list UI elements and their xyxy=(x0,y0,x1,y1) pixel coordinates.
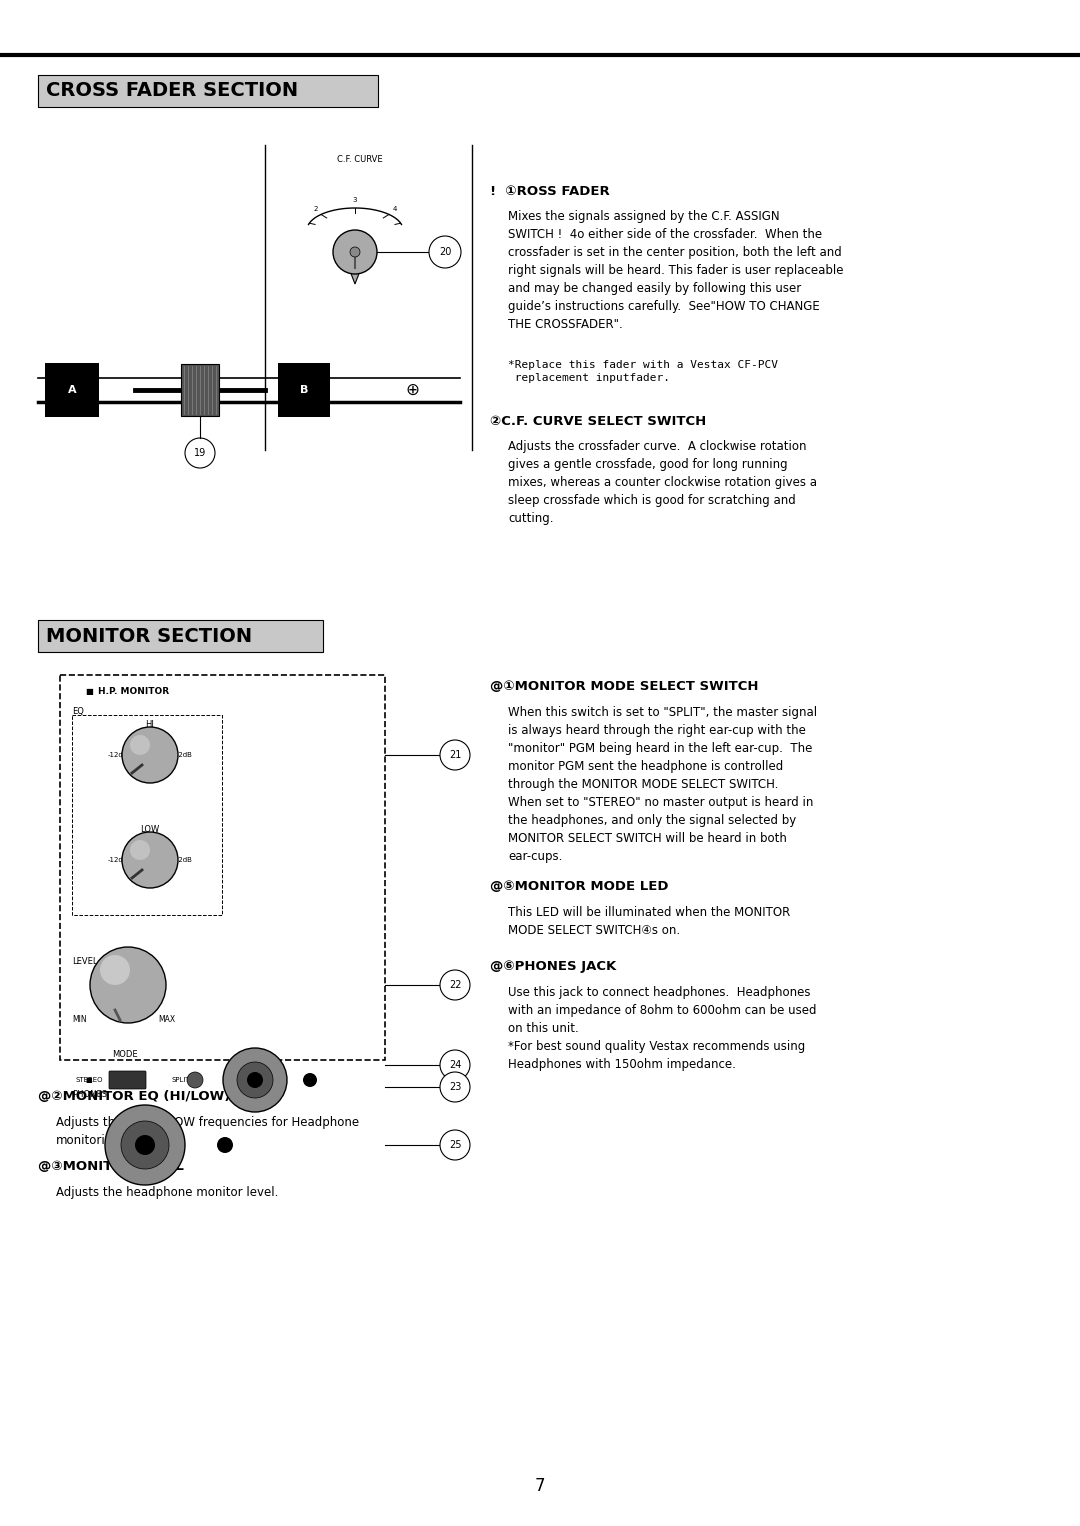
Text: MAX: MAX xyxy=(158,1015,175,1024)
Text: MIN: MIN xyxy=(72,1015,86,1024)
Circle shape xyxy=(135,1135,156,1155)
Text: 20: 20 xyxy=(438,247,451,256)
Text: Adjusts the HI and LOW frequencies for Headphone
monitoring.: Adjusts the HI and LOW frequencies for H… xyxy=(56,1116,360,1148)
Circle shape xyxy=(440,1071,470,1102)
Text: EQ: EQ xyxy=(72,707,84,716)
Text: ■: ■ xyxy=(85,687,93,696)
Text: A: A xyxy=(68,385,77,395)
Circle shape xyxy=(185,438,215,468)
Text: ⊕: ⊕ xyxy=(405,382,419,398)
Circle shape xyxy=(333,230,377,275)
Text: -12dB: -12dB xyxy=(108,752,129,758)
Text: +12dB: +12dB xyxy=(168,858,192,864)
Circle shape xyxy=(222,1048,287,1112)
Text: ②C.F. CURVE SELECT SWITCH: ②C.F. CURVE SELECT SWITCH xyxy=(490,415,706,427)
Text: LEVEL: LEVEL xyxy=(72,957,97,966)
Circle shape xyxy=(237,1062,273,1099)
Circle shape xyxy=(121,1122,168,1169)
Circle shape xyxy=(105,1105,185,1186)
FancyBboxPatch shape xyxy=(181,365,219,417)
Circle shape xyxy=(350,247,360,256)
Circle shape xyxy=(130,736,150,755)
Text: @②MONITOR EQ (HI/LOW): @②MONITOR EQ (HI/LOW) xyxy=(38,1090,230,1103)
Circle shape xyxy=(440,971,470,1000)
FancyBboxPatch shape xyxy=(60,674,384,1061)
Text: -12dB: -12dB xyxy=(108,858,129,864)
Text: CROSS FADER SECTION: CROSS FADER SECTION xyxy=(46,81,298,101)
Text: 7: 7 xyxy=(535,1477,545,1495)
Text: Mixes the signals assigned by the C.F. ASSIGN
SWITCH !  4o either side of the cr: Mixes the signals assigned by the C.F. A… xyxy=(508,211,843,331)
Text: 2: 2 xyxy=(313,206,318,212)
Text: *Replace this fader with a Vestax CF-PCV
 replacement inputfader.: *Replace this fader with a Vestax CF-PCV… xyxy=(508,360,778,383)
Text: PHONES: PHONES xyxy=(72,1090,107,1099)
Circle shape xyxy=(303,1073,318,1087)
FancyBboxPatch shape xyxy=(109,1071,146,1090)
Text: 21: 21 xyxy=(449,749,461,760)
Text: @⑥PHONES JACK: @⑥PHONES JACK xyxy=(490,960,617,974)
Text: !  ①ROSS FADER: ! ①ROSS FADER xyxy=(490,185,610,198)
Text: 25: 25 xyxy=(449,1140,461,1151)
Text: Use this jack to connect headphones.  Headphones
with an impedance of 8ohm to 60: Use this jack to connect headphones. Hea… xyxy=(508,986,816,1071)
Text: C.F. CURVE: C.F. CURVE xyxy=(337,156,382,163)
Text: 22: 22 xyxy=(449,980,461,990)
Circle shape xyxy=(122,832,178,888)
Text: Adjusts the headphone monitor level.: Adjusts the headphone monitor level. xyxy=(56,1186,279,1199)
Text: 24: 24 xyxy=(449,1061,461,1070)
Text: STEREO: STEREO xyxy=(75,1077,103,1083)
Text: 3: 3 xyxy=(353,197,357,203)
Text: Adjusts the crossfader curve.  A clockwise rotation
gives a gentle crossfade, go: Adjusts the crossfader curve. A clockwis… xyxy=(508,439,816,525)
Text: 4: 4 xyxy=(392,206,396,212)
Text: When this switch is set to "SPLIT", the master signal
is always heard through th: When this switch is set to "SPLIT", the … xyxy=(508,707,818,864)
FancyBboxPatch shape xyxy=(38,75,378,107)
Text: This LED will be illuminated when the MONITOR
MODE SELECT SWITCH④s on.: This LED will be illuminated when the MO… xyxy=(508,906,791,937)
Polygon shape xyxy=(350,272,360,284)
Circle shape xyxy=(90,948,166,1022)
Text: 19: 19 xyxy=(194,449,206,458)
Circle shape xyxy=(247,1071,264,1088)
Text: HI: HI xyxy=(146,720,154,729)
Text: @③MONITOR LEVEL: @③MONITOR LEVEL xyxy=(38,1160,184,1173)
Text: H.P. MONITOR: H.P. MONITOR xyxy=(98,687,170,696)
Text: MODE: MODE xyxy=(112,1050,138,1059)
Text: @⑤MONITOR MODE LED: @⑤MONITOR MODE LED xyxy=(490,881,669,893)
FancyBboxPatch shape xyxy=(38,620,323,652)
Circle shape xyxy=(440,740,470,771)
Circle shape xyxy=(429,237,461,269)
Text: +12dB: +12dB xyxy=(168,752,192,758)
Text: ■: ■ xyxy=(85,1077,92,1083)
Circle shape xyxy=(440,1129,470,1160)
Circle shape xyxy=(187,1071,203,1088)
Circle shape xyxy=(100,955,130,984)
Text: SPLIT: SPLIT xyxy=(172,1077,190,1083)
Circle shape xyxy=(440,1050,470,1080)
Text: LOW: LOW xyxy=(140,826,160,835)
Text: 23: 23 xyxy=(449,1082,461,1093)
Circle shape xyxy=(122,726,178,783)
Text: MONITOR SECTION: MONITOR SECTION xyxy=(46,627,252,645)
Text: @①MONITOR MODE SELECT SWITCH: @①MONITOR MODE SELECT SWITCH xyxy=(490,681,758,693)
Circle shape xyxy=(130,839,150,861)
Circle shape xyxy=(217,1137,233,1154)
Text: B: B xyxy=(300,385,308,395)
